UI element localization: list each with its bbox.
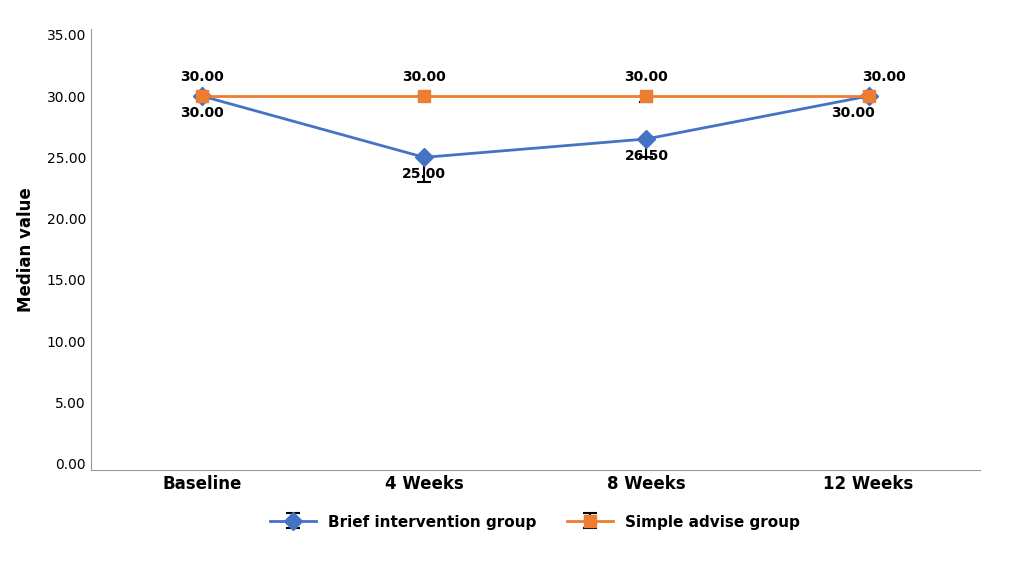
Text: 30.00: 30.00 — [624, 70, 669, 84]
Legend: Brief intervention group, Simple advise group: Brief intervention group, Simple advise … — [263, 507, 808, 537]
Text: 30.00: 30.00 — [863, 70, 906, 84]
Text: 26.50: 26.50 — [624, 149, 669, 163]
Text: 25.00: 25.00 — [402, 167, 446, 181]
Text: 30.00: 30.00 — [402, 70, 446, 84]
Text: 30.00: 30.00 — [180, 106, 224, 120]
Y-axis label: Median value: Median value — [17, 187, 35, 312]
Text: 30.00: 30.00 — [180, 70, 224, 84]
Text: 30.00: 30.00 — [831, 106, 875, 120]
